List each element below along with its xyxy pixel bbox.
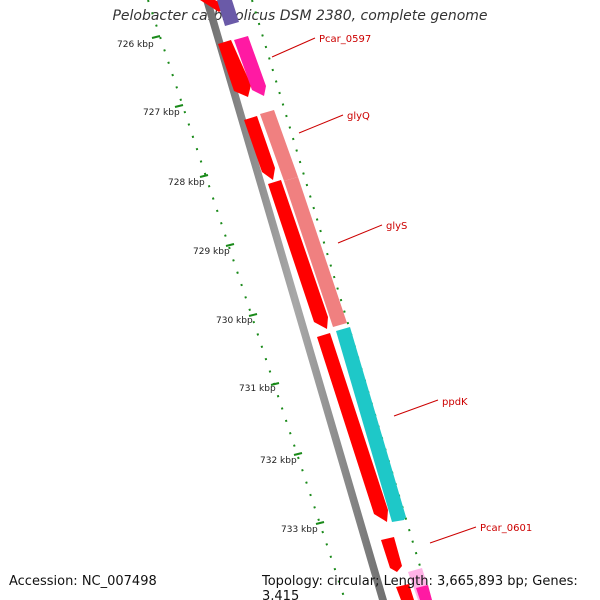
leader-ppdk [393,399,439,417]
ruler-label: 728 kbp [168,178,205,188]
ruler-label: 727 kbp [143,108,180,118]
gene-label-glyq: glyQ [347,111,370,122]
gene-label-ppdk: ppdK [442,397,468,408]
leader-pcar-0597 [271,37,316,58]
gene-arrow-pcar-0597 [234,36,266,96]
gene-label-pcar-0597: Pcar_0597 [319,34,371,45]
leader-glyq [298,114,344,134]
ruler-label: 733 kbp [281,525,318,535]
gene-arrow-red [268,180,328,329]
ruler-label: 729 kbp [193,247,230,257]
ruler-labels: 726 kbp 727 kbp 728 kbp 729 kbp 730 kbp … [117,40,318,535]
ruler-tick [225,243,235,247]
ruler-label: 731 kbp [239,384,276,394]
ruler-label: 726 kbp [117,40,154,50]
gene-arrow-glyq [260,110,298,181]
ruler-tick [199,174,209,178]
feature-tick-line [251,0,431,600]
strand-colored [217,0,432,600]
genome-title: Pelobacter carbinolicus DSM 2380, comple… [112,8,488,24]
ruler-label: 730 kbp [216,316,253,326]
gene-arrow-red [218,40,251,97]
ruler-dotted-line [147,0,346,600]
ruler-tick [270,382,280,386]
ruler-tick [315,521,325,525]
gene-arrow-red [244,116,275,180]
gene-arrow-bottom-red [396,584,414,600]
ruler-tick [174,104,184,108]
gene-arrow-red [317,333,388,522]
leader-glys [337,224,383,244]
accession-text: Accession: NC_007498 [9,574,157,589]
ruler-tick [293,452,303,456]
gene-leader-lines [271,37,477,544]
gene-arrow-partial-top [217,0,239,26]
gene-arrow-glys [284,177,347,327]
ruler-label: 732 kbp [260,456,297,466]
leader-pcar-0601 [429,526,477,544]
gene-arrow-ppdk [336,327,406,522]
gene-labels: Pcar_0597 glyQ glyS ppdK Pcar_0601 [319,34,532,534]
gene-label-glys: glyS [386,221,407,232]
ruler-tick [248,313,258,317]
ruler-tick [151,35,161,39]
gene-arrow-red [381,537,402,572]
genome-summary-text: Topology: circular; Length: 3,665,893 bp… [262,574,578,600]
feature-ticks [251,0,431,600]
gene-label-pcar-0601: Pcar_0601 [480,523,532,534]
gene-arrow-edge-magenta [416,585,432,600]
genome-backbone [203,0,387,600]
ruler-ticks [151,35,325,525]
